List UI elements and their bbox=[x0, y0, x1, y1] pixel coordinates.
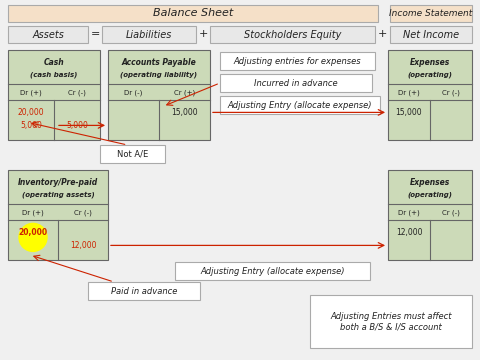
Bar bbox=[390, 26, 472, 43]
Text: 15,000: 15,000 bbox=[396, 108, 422, 117]
Text: (operating assets): (operating assets) bbox=[22, 191, 95, 198]
Text: Adjusting Entries must affect
both a B/S & I/S account: Adjusting Entries must affect both a B/S… bbox=[330, 312, 452, 331]
Text: Adjusting entries for expenses: Adjusting entries for expenses bbox=[234, 57, 361, 66]
Text: Dr (+): Dr (+) bbox=[398, 209, 420, 216]
Text: Expenses: Expenses bbox=[410, 58, 450, 67]
Text: Dr (+): Dr (+) bbox=[20, 89, 42, 95]
Text: (operating): (operating) bbox=[408, 71, 453, 78]
Text: +: + bbox=[198, 29, 208, 39]
Text: Incurred in advance: Incurred in advance bbox=[254, 78, 338, 87]
Text: Dr (-): Dr (-) bbox=[124, 89, 143, 95]
Text: =: = bbox=[90, 29, 100, 39]
Text: Inventory/Pre-paid: Inventory/Pre-paid bbox=[18, 179, 98, 188]
Text: 5,000: 5,000 bbox=[66, 121, 88, 130]
Text: Paid in advance: Paid in advance bbox=[111, 287, 177, 296]
Bar bbox=[220, 96, 380, 114]
Text: Cr (-): Cr (-) bbox=[68, 89, 86, 95]
Text: Balance Sheet: Balance Sheet bbox=[153, 9, 233, 18]
Text: 20,000: 20,000 bbox=[18, 228, 48, 237]
Bar bbox=[390, 5, 472, 22]
Text: (cash basis): (cash basis) bbox=[30, 71, 78, 78]
Text: Dr (+): Dr (+) bbox=[22, 209, 44, 216]
Text: 20,000: 20,000 bbox=[18, 108, 44, 117]
Text: Stockholders Equity: Stockholders Equity bbox=[244, 30, 341, 40]
Bar bbox=[220, 52, 375, 70]
Text: Cr (-): Cr (-) bbox=[442, 209, 460, 216]
Text: Cr (-): Cr (-) bbox=[442, 89, 460, 95]
Text: Adjusting Entry (allocate expense): Adjusting Entry (allocate expense) bbox=[200, 266, 345, 275]
Text: Not A/E: Not A/E bbox=[117, 149, 148, 158]
Text: Adjusting Entry (allocate expense): Adjusting Entry (allocate expense) bbox=[228, 100, 372, 109]
Text: Accounts Payable: Accounts Payable bbox=[121, 58, 196, 67]
Bar bbox=[88, 282, 200, 300]
Text: 15,000: 15,000 bbox=[171, 108, 198, 117]
Text: Assets: Assets bbox=[32, 30, 64, 40]
Text: Cr (-): Cr (-) bbox=[74, 209, 92, 216]
Bar bbox=[388, 170, 472, 260]
Text: Net Income: Net Income bbox=[403, 30, 459, 40]
Text: Cr (+): Cr (+) bbox=[174, 89, 195, 95]
Text: Dr (+): Dr (+) bbox=[398, 89, 420, 95]
Bar bbox=[100, 145, 165, 163]
Text: 5,000: 5,000 bbox=[20, 121, 42, 130]
Text: Cash: Cash bbox=[44, 58, 64, 67]
Text: Expenses: Expenses bbox=[410, 179, 450, 188]
Text: +: + bbox=[377, 29, 387, 39]
Bar bbox=[210, 26, 375, 43]
Bar bbox=[8, 50, 100, 140]
Bar bbox=[175, 262, 370, 280]
Bar bbox=[310, 295, 472, 348]
Text: (operating liability): (operating liability) bbox=[120, 71, 198, 78]
Bar bbox=[102, 26, 196, 43]
Text: Liabilities: Liabilities bbox=[126, 30, 172, 40]
Bar bbox=[8, 5, 378, 22]
Bar bbox=[220, 74, 372, 92]
Bar bbox=[8, 26, 88, 43]
Bar bbox=[8, 170, 108, 260]
Circle shape bbox=[19, 224, 47, 251]
Text: 12,000: 12,000 bbox=[70, 241, 96, 250]
Text: (operating): (operating) bbox=[408, 191, 453, 198]
Bar bbox=[388, 50, 472, 140]
Text: 12,000: 12,000 bbox=[396, 228, 422, 237]
Bar bbox=[108, 50, 210, 140]
Text: Income Statement: Income Statement bbox=[389, 9, 473, 18]
